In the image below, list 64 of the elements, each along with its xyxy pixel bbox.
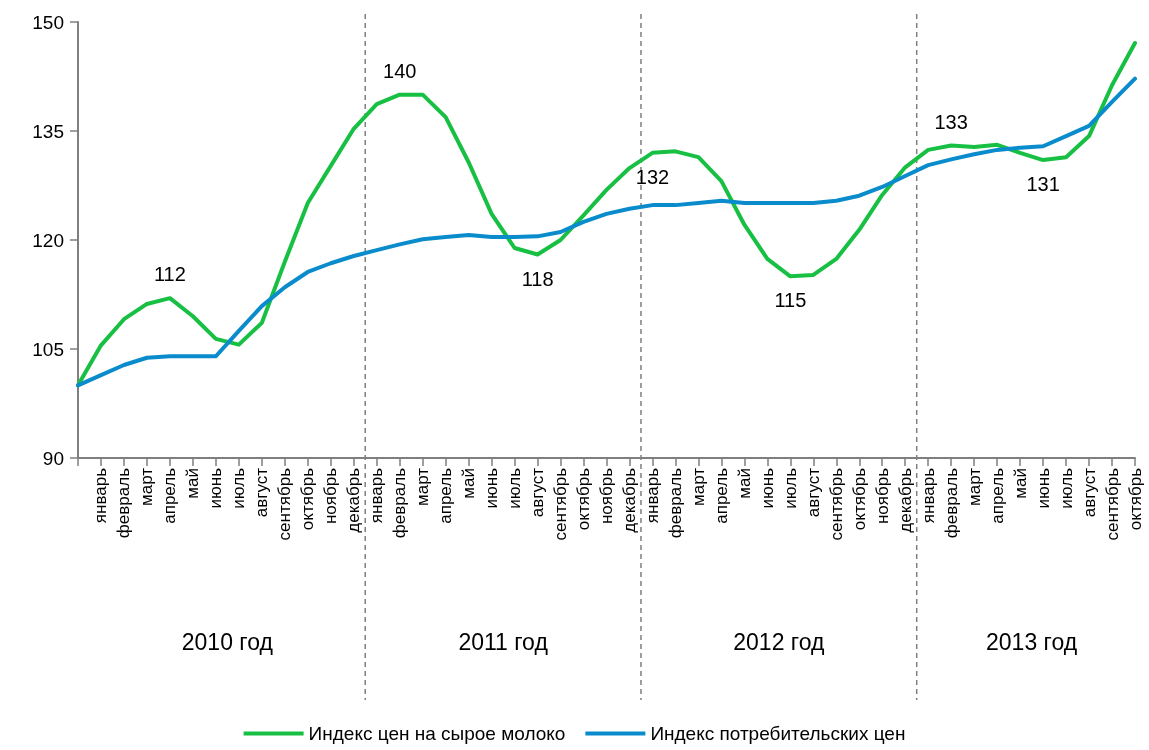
text: 2011 год bbox=[458, 628, 549, 655]
y-tick-label: 150 bbox=[32, 11, 64, 33]
x-tick-label: июнь bbox=[757, 467, 777, 509]
x-tick-label: июль bbox=[1056, 467, 1076, 509]
x-tick-label: август bbox=[528, 467, 548, 518]
x-tick-label: октябрь bbox=[574, 467, 594, 531]
x-tick-label: февраль bbox=[390, 467, 410, 539]
x-tick-label: апрель bbox=[160, 467, 180, 524]
x-tick-label: ноябрь bbox=[597, 467, 616, 525]
y-tick-label: 105 bbox=[32, 338, 64, 360]
x-tick-label: август bbox=[803, 467, 823, 518]
x-tick-label: июнь bbox=[206, 467, 226, 509]
data-label: 112 bbox=[153, 263, 186, 286]
x-tick-label: август bbox=[1079, 467, 1099, 518]
x-tick-label: май bbox=[183, 468, 203, 499]
x-tick-label: сентябрь bbox=[551, 467, 571, 541]
x-tick-label: ноябрь bbox=[872, 467, 892, 525]
data-label: 140 bbox=[383, 59, 417, 82]
x-tick-label: март bbox=[688, 467, 708, 507]
x-tick-label: март bbox=[413, 467, 433, 507]
x-tick-label: январь bbox=[91, 467, 111, 524]
x-tick-label: май bbox=[734, 468, 754, 499]
x-tick-label: июль bbox=[229, 467, 249, 509]
x-tick-label: февраль bbox=[665, 467, 685, 539]
x-tick-label: январь bbox=[367, 467, 387, 524]
y-tick-label: 120 bbox=[32, 229, 64, 251]
data-label: 115 bbox=[774, 289, 807, 312]
x-tick-label: июль bbox=[780, 467, 800, 509]
x-tick-label: сентябрь bbox=[826, 467, 846, 541]
text: 2013 год bbox=[986, 628, 1078, 655]
x-tick-label: сентябрь bbox=[1102, 467, 1122, 541]
x-tick-label: март bbox=[137, 467, 157, 507]
y-tick-label: 90 bbox=[42, 447, 64, 469]
data-label: 131 bbox=[1026, 173, 1060, 196]
x-tick-label: июнь bbox=[482, 467, 502, 509]
data-label: 132 bbox=[635, 165, 670, 188]
x-tick-label: август bbox=[252, 467, 272, 518]
x-tick-label: октябрь bbox=[1125, 467, 1145, 531]
x-tick-label: июнь bbox=[1033, 467, 1053, 509]
x-tick-label: апрель bbox=[987, 467, 1007, 524]
x-tick-label: апрель bbox=[711, 467, 731, 524]
x-tick-label: май bbox=[1010, 468, 1030, 499]
y-tick-label: 135 bbox=[32, 120, 64, 142]
x-tick-label: апрель bbox=[436, 467, 456, 524]
x-tick-label: декабрь bbox=[619, 467, 639, 533]
x-tick-label: декабрь bbox=[344, 467, 364, 533]
x-tick-label: февраль bbox=[114, 467, 134, 539]
x-tick-label: март bbox=[964, 467, 984, 507]
text: 2010 год bbox=[181, 628, 274, 655]
data-label: 133 bbox=[934, 110, 968, 133]
x-tick-label: январь bbox=[918, 467, 938, 524]
x-tick-label: декабрь bbox=[895, 467, 915, 533]
x-tick-label: октябрь bbox=[849, 467, 869, 531]
data-label: 118 bbox=[521, 267, 554, 290]
x-tick-label: ноябрь bbox=[321, 467, 341, 525]
x-tick-label: сентябрь bbox=[275, 467, 295, 541]
x-tick-label: июль bbox=[505, 467, 525, 509]
x-tick-label: февраль bbox=[941, 467, 961, 539]
x-tick-label: январь bbox=[642, 467, 662, 524]
x-tick-label: май bbox=[459, 468, 479, 499]
legend-label: Индекс цен на сырое молоко bbox=[308, 723, 566, 744]
x-tick-label: октябрь bbox=[298, 467, 318, 531]
text: 2012 год bbox=[733, 628, 825, 655]
legend-label: Индекс потребительских цен bbox=[650, 723, 906, 744]
